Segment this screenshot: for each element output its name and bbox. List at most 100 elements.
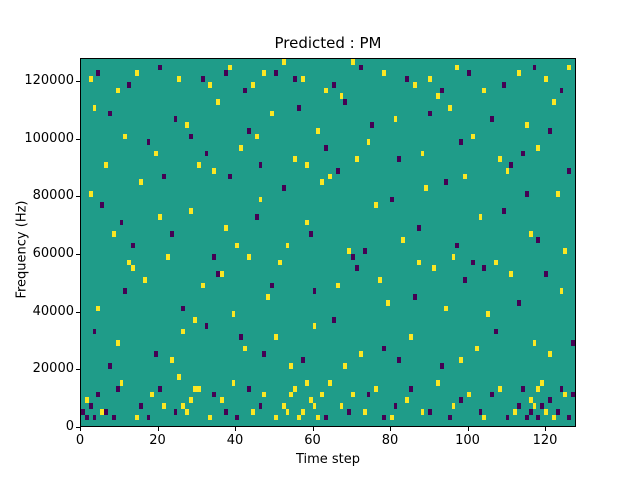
heatmap-cell-high (424, 185, 429, 191)
x-tick-label: 60 (304, 433, 321, 448)
heatmap-cell-high (547, 351, 552, 358)
heatmap-cell-high (339, 93, 344, 100)
heatmap-cell-low (443, 179, 448, 186)
heatmap-cell-high (385, 299, 390, 306)
heatmap-cell-high (138, 179, 143, 186)
heatmap-cell-low (490, 391, 494, 398)
heatmap-cell-low (312, 288, 317, 295)
heatmap-cell-high (115, 87, 120, 94)
heatmap-cell-low (509, 162, 514, 168)
heatmap-cell-low (459, 397, 464, 404)
heatmap-cell-high (455, 64, 460, 71)
heatmap-cell-low (412, 294, 417, 300)
heatmap-cell-high (123, 133, 128, 140)
heatmap-cell-high (285, 242, 290, 249)
heatmap-cell-high (243, 345, 247, 352)
heatmap-cell-low (254, 213, 259, 220)
heatmap-cell-high (405, 397, 410, 404)
heatmap-cell-high (127, 259, 132, 266)
heatmap-cell-high (339, 403, 344, 409)
heatmap-cell-low (347, 408, 352, 415)
heatmap-cell-high (270, 110, 274, 117)
y-tick-label: 60000 (32, 246, 74, 262)
heatmap-cell-low (520, 385, 525, 392)
heatmap-cell-low (273, 70, 278, 77)
x-tick-label: 80 (381, 433, 399, 448)
heatmap-cell-high (185, 122, 190, 128)
heatmap-cell-low (293, 76, 298, 82)
heatmap-cell-low (173, 408, 178, 415)
heatmap-cell-low (212, 391, 217, 398)
heatmap-cell-high (559, 288, 564, 295)
heatmap-cell-high (196, 385, 201, 392)
heatmap-cell-high (258, 196, 263, 203)
x-tick-mark (467, 427, 469, 431)
heatmap-cell-low (96, 70, 101, 77)
heatmap-cell-high (281, 59, 286, 65)
heatmap-cell-high (351, 391, 356, 398)
heatmap-cell-high (366, 139, 371, 146)
heatmap-cell-high (482, 414, 487, 421)
heatmap-cell-low (439, 362, 444, 369)
heatmap-cell-low (567, 167, 572, 174)
heatmap-cell-low (111, 414, 116, 421)
heatmap-cell-high (181, 403, 186, 409)
heatmap-cell-high (524, 122, 529, 128)
heatmap-cell-low (571, 391, 575, 398)
heatmap-cell-low (173, 116, 178, 123)
y-axis-label: Frequency (Hz) (14, 200, 30, 299)
heatmap-cell-high (409, 334, 413, 340)
heatmap-cell-low (482, 265, 487, 272)
heatmap-cell-high (88, 76, 93, 82)
heatmap-cell-high (320, 391, 325, 398)
heatmap-cell-high (358, 351, 363, 358)
heatmap-cell-high (219, 397, 224, 404)
heatmap-cell-low (397, 357, 402, 363)
heatmap-cell-low (239, 334, 244, 340)
heatmap-cell-low (358, 64, 363, 71)
heatmap-cell-high (324, 87, 328, 94)
heatmap-cell-low (138, 403, 143, 409)
y-tick-label: 20000 (32, 361, 74, 377)
heatmap-cell-low (355, 265, 359, 272)
heatmap-cell-high (285, 408, 290, 415)
heatmap-cell-low (540, 403, 545, 409)
heatmap-cell-low (393, 403, 398, 409)
heatmap-cell-low (447, 414, 452, 421)
heatmap-cell-high (200, 282, 205, 289)
heatmap-cell-high (304, 219, 309, 226)
heatmap-cell-low (331, 317, 336, 323)
heatmap-cell-high (235, 242, 240, 249)
heatmap-cell-low (397, 156, 402, 163)
heatmap-cell-high (212, 167, 217, 174)
heatmap-cell-low (478, 408, 483, 415)
heatmap-cell-low (88, 403, 93, 409)
heatmap-cell-high (119, 380, 124, 386)
heatmap-cell-high (466, 391, 471, 398)
heatmap-cell-low (520, 150, 525, 157)
heatmap-cell-low (324, 414, 328, 421)
heatmap-cell-low (459, 139, 464, 146)
heatmap-cell-high (436, 93, 440, 100)
heatmap-cell-low (544, 271, 548, 277)
heatmap-cell-high (277, 259, 282, 266)
heatmap-cell-high (304, 162, 309, 168)
heatmap-cell-high (328, 380, 332, 386)
heatmap-cell-high (320, 179, 325, 186)
heatmap-cell-high (231, 380, 236, 386)
x-tick-label: 40 (226, 433, 244, 448)
x-tick-mark (312, 427, 314, 431)
heatmap-cell-high (362, 408, 367, 415)
heatmap-cell-high (96, 305, 101, 312)
heatmap-cell-low (81, 408, 85, 415)
heatmap-cell-low (158, 64, 163, 71)
heatmap-cell-low (466, 70, 471, 77)
y-tick-mark (76, 138, 80, 140)
heatmap-cell-low (416, 225, 421, 232)
heatmap-cell-low (343, 99, 348, 105)
heatmap-cell-high (262, 70, 267, 77)
heatmap-cell-high (158, 213, 163, 220)
heatmap-cell-low (536, 236, 541, 243)
heatmap-cell-high (273, 334, 278, 340)
x-tick-label: 120 (532, 433, 558, 448)
